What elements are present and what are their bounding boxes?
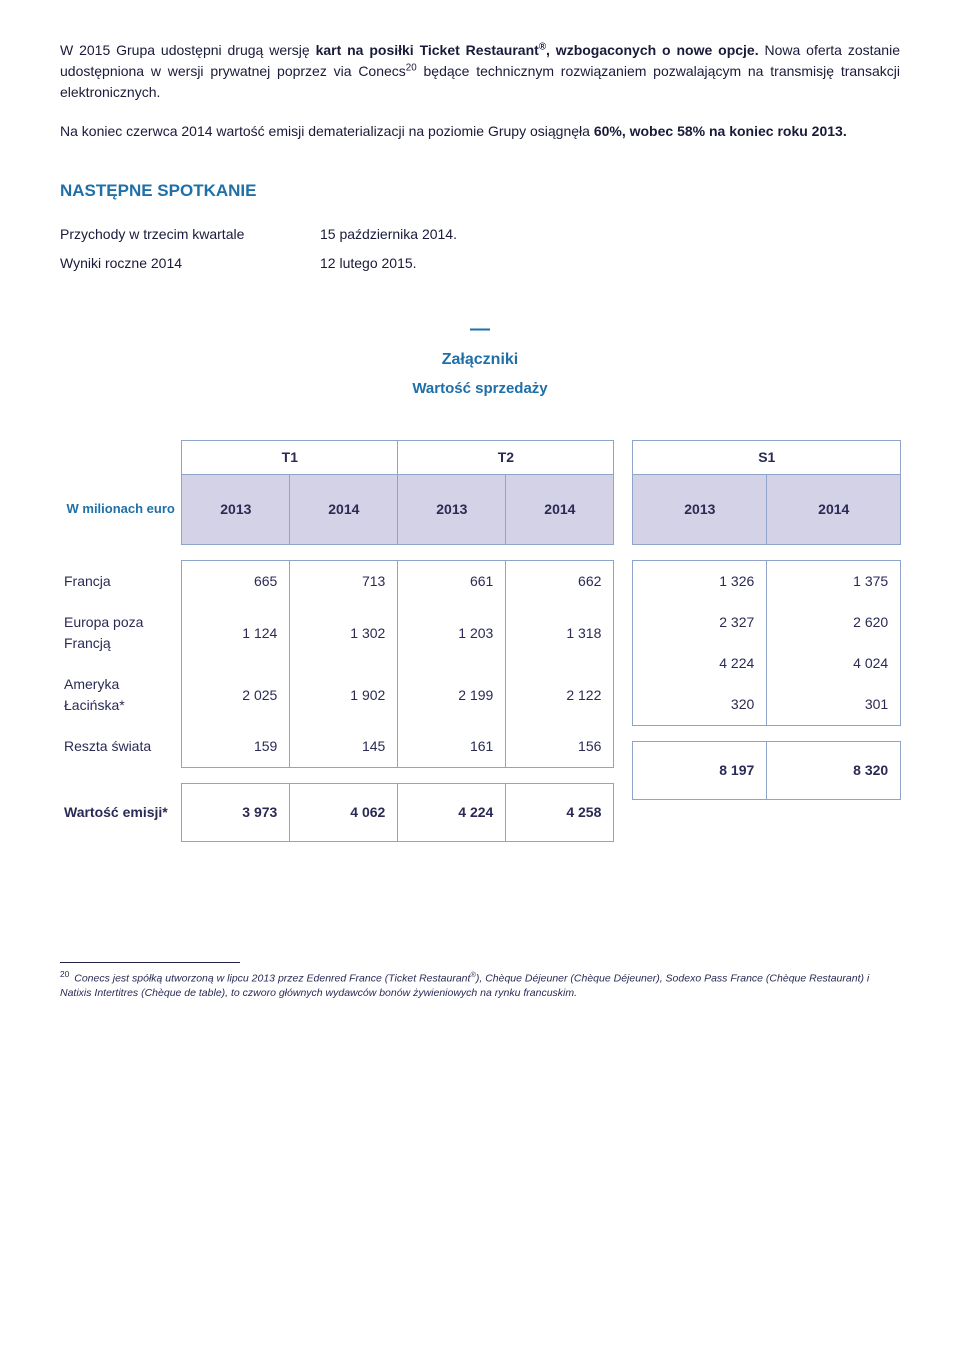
cell: 1 203 <box>398 602 506 664</box>
attachments-title: Załączniki <box>60 348 900 372</box>
year-cell: 2014 <box>767 475 901 545</box>
empty-cell <box>60 441 182 475</box>
table-row: Reszta świata 159 145 161 156 <box>60 726 614 768</box>
table-row: 1 326 1 375 <box>633 561 901 603</box>
period-t2: T2 <box>398 441 614 475</box>
footnote-20: 20 Conecs jest spółką utworzoną w lipcu … <box>60 969 900 1000</box>
attachments-subtitle: Wartość sprzedaży <box>60 378 900 401</box>
cell: 1 326 <box>633 561 767 603</box>
table-row: 4 224 4 024 <box>633 643 901 684</box>
cell: 1 375 <box>767 561 901 603</box>
schedule-row: Przychody w trzecim kwartale 15 paździer… <box>60 224 900 245</box>
cell: 4 024 <box>767 643 901 684</box>
total-cell: 4 258 <box>506 784 614 842</box>
dash-separator: — <box>60 314 900 344</box>
cell: 145 <box>290 726 398 768</box>
table-row: 2 327 2 620 <box>633 602 901 643</box>
tables-container: T1 T2 W milionach euro 2013 2014 2013 20… <box>60 440 900 842</box>
schedule-label: Wyniki roczne 2014 <box>60 253 320 274</box>
year-header-row: W milionach euro 2013 2014 2013 2014 <box>60 475 614 545</box>
schedule-label: Przychody w trzecim kwartale <box>60 224 320 245</box>
year-cell: 2013 <box>182 475 290 545</box>
cell: 665 <box>182 561 290 603</box>
cell: 301 <box>767 684 901 726</box>
cell: 1 124 <box>182 602 290 664</box>
cell: 161 <box>398 726 506 768</box>
table-left: T1 T2 W milionach euro 2013 2014 2013 20… <box>60 440 614 842</box>
registered-symbol: ® <box>539 41 546 52</box>
table-right: S1 2013 2014 1 326 1 375 2 327 2 620 4 2… <box>632 440 901 842</box>
cell: 156 <box>506 726 614 768</box>
period-header-row: T1 T2 <box>60 441 614 475</box>
table-row: Europa poza Francją 1 124 1 302 1 203 1 … <box>60 602 614 664</box>
p1-bold: kart na posiłki Ticket Restaurant <box>316 42 539 58</box>
schedule-date: 15 października 2014. <box>320 224 900 245</box>
sales-table-left: T1 T2 W milionach euro 2013 2014 2013 20… <box>60 440 614 842</box>
row-label: Reszta świata <box>60 726 182 768</box>
year-cell: 2014 <box>506 475 614 545</box>
next-meeting-heading: NASTĘPNE SPOTKANIE <box>60 178 900 204</box>
cell: 159 <box>182 726 290 768</box>
year-header-row: 2013 2014 <box>633 475 901 545</box>
year-cell: 2014 <box>290 475 398 545</box>
total-cell: 8 320 <box>767 742 901 800</box>
period-s1: S1 <box>633 441 901 475</box>
cell: 320 <box>633 684 767 726</box>
cell: 2 327 <box>633 602 767 643</box>
period-t1: T1 <box>182 441 398 475</box>
total-cell: 8 197 <box>633 742 767 800</box>
schedule-date: 12 lutego 2015. <box>320 253 900 274</box>
row-label: Europa poza Francją <box>60 602 182 664</box>
cell: 2 620 <box>767 602 901 643</box>
table-row: Ameryka Łacińska* 2 025 1 902 2 199 2 12… <box>60 664 614 726</box>
total-row: Wartość emisji* 3 973 4 062 4 224 4 258 <box>60 784 614 842</box>
year-cell: 2013 <box>398 475 506 545</box>
cell: 2 199 <box>398 664 506 726</box>
cell: 1 318 <box>506 602 614 664</box>
row-label: Ameryka Łacińska* <box>60 664 182 726</box>
footnote-text-a: Conecs jest spółką utworzoną w lipcu 201… <box>71 973 470 985</box>
cell: 2 122 <box>506 664 614 726</box>
schedule-row: Wyniki roczne 2014 12 lutego 2015. <box>60 253 900 274</box>
total-label: Wartość emisji* <box>60 784 182 842</box>
attachments-header: — Załączniki Wartość sprzedaży <box>60 314 900 401</box>
p1-text-a: W 2015 Grupa udostępni drugą wersję <box>60 42 316 58</box>
total-row: 8 197 8 320 <box>633 742 901 800</box>
total-cell: 4 062 <box>290 784 398 842</box>
paragraph-demat: Na koniec czerwca 2014 wartość emisji de… <box>60 121 900 142</box>
cell: 661 <box>398 561 506 603</box>
row-label: Francja <box>60 561 182 603</box>
cell: 2 025 <box>182 664 290 726</box>
cell: 662 <box>506 561 614 603</box>
p2-text-a: Na koniec czerwca 2014 wartość emisji de… <box>60 123 594 139</box>
cell: 1 902 <box>290 664 398 726</box>
p2-bold: 60%, wobec 58% na koniec roku 2013. <box>594 123 847 139</box>
period-header-row: S1 <box>633 441 901 475</box>
p1-bold-tail: , wzbogaconych o nowe opcje. <box>546 42 759 58</box>
year-cell: 2013 <box>633 475 767 545</box>
row-header-label: W milionach euro <box>60 475 182 545</box>
total-cell: 4 224 <box>398 784 506 842</box>
cell: 4 224 <box>633 643 767 684</box>
footnote-number: 20 <box>60 969 69 979</box>
table-row: 320 301 <box>633 684 901 726</box>
sales-table-right: S1 2013 2014 1 326 1 375 2 327 2 620 4 2… <box>632 440 901 800</box>
table-row: Francja 665 713 661 662 <box>60 561 614 603</box>
footnote-separator <box>60 962 240 963</box>
paragraph-intro: W 2015 Grupa udostępni drugą wersję kart… <box>60 40 900 103</box>
cell: 1 302 <box>290 602 398 664</box>
cell: 713 <box>290 561 398 603</box>
footnote-ref-20: 20 <box>406 62 417 73</box>
total-cell: 3 973 <box>182 784 290 842</box>
